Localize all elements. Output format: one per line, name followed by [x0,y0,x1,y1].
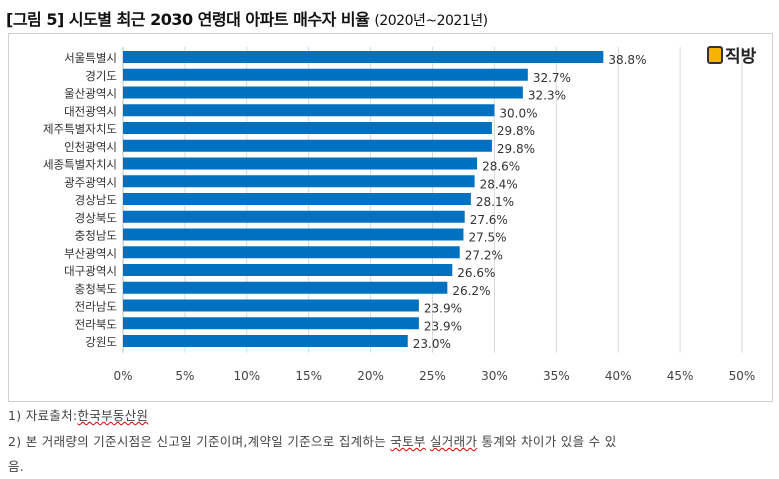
x-tick-label: 5% [175,369,194,383]
data-label: 28.1% [476,195,514,209]
note-1: 1) 자료출처:한국부동산원 [8,405,148,424]
data-label: 26.2% [452,284,490,298]
note-2-b: 국토부 [390,434,426,449]
bar [123,122,492,134]
note-2: 2) 본 거래량의 기준시점은 신고일 기준이며,계약일 기준으로 집계하는 국… [8,431,617,450]
x-tick-label: 40% [605,369,632,383]
category-label: 경상남도 [75,193,117,207]
x-tick-label: 45% [667,369,694,383]
title-main: [그림 5] 시도별 최근 2030 연령대 아파트 매수자 비율 [6,10,370,29]
bar [123,264,453,276]
x-tick-label: 20% [357,369,384,383]
bar [123,86,523,99]
data-label: 29.8% [497,142,535,156]
category-label: 충청북도 [75,282,117,296]
category-label: 광주광역시 [64,175,117,189]
bar [123,139,492,152]
x-tick-label: 15% [295,369,322,383]
data-label: 32.7% [533,71,571,85]
bar [123,193,471,205]
data-label: 23.0% [413,337,451,351]
bar [123,104,495,117]
zigbang-logo: 직방 [707,42,756,67]
category-label: 경기도 [85,69,117,83]
note-2-d: 실거래가 [429,434,478,449]
data-label: 30.0% [499,106,537,120]
bar [123,246,460,259]
title-period: (2020년~2021년) [374,13,488,29]
data-label: 23.9% [424,302,462,316]
category-label: 부산광역시 [64,246,117,260]
x-tick-label: 30% [481,369,508,383]
category-label: 대구광역시 [64,264,117,278]
data-label: 27.5% [468,231,506,245]
bar [123,175,475,188]
data-label: 28.4% [480,177,518,191]
data-label: 26.6% [457,266,495,280]
logo-text: 직방 [725,47,757,67]
bar [123,299,419,312]
note-3: 음. [8,459,25,474]
data-label: 38.8% [608,53,646,67]
x-tick-label: 0% [113,369,132,383]
x-tick-label: 50% [729,369,756,383]
data-label: 27.6% [470,213,508,227]
x-tick-label: 25% [419,369,446,383]
category-label: 인천광역시 [64,140,117,154]
bar [123,335,408,347]
note-2-e: 통계와 차이가 있을 수 있 [477,434,617,449]
chart-area [8,33,773,402]
category-label: 대전광역시 [64,104,117,118]
category-label: 서울특별시 [64,51,117,65]
category-label: 충청남도 [75,229,117,243]
chart-title: [그림 5] 시도별 최근 2030 연령대 아파트 매수자 비율 (2020년… [6,6,488,30]
category-label: 전라남도 [75,300,117,314]
category-label: 강원도 [85,335,117,349]
category-label: 세종특별자치시 [43,158,117,172]
bar [123,157,478,170]
note-2-a: 2) 본 거래량의 기준시점은 신고일 기준이며,계약일 기준으로 집계하는 [8,434,391,449]
x-tick-label: 10% [233,369,260,383]
bar [123,317,419,330]
bar [123,228,464,241]
x-tick-label: 35% [543,369,570,383]
data-label: 32.3% [528,89,566,103]
bar [123,68,528,81]
category-label: 제주특별자치도 [43,122,117,136]
data-label: 29.8% [497,124,535,138]
category-label: 전라북도 [75,317,117,331]
bar [123,210,465,223]
note-1-source: 한국부동산원 [77,408,149,423]
note-1-prefix: 1) 자료출처: [8,408,78,423]
category-label: 울산광역시 [64,87,117,101]
data-label: 28.6% [482,160,520,174]
category-label: 경상북도 [75,211,117,225]
data-label: 23.9% [424,319,462,333]
bar [123,281,448,294]
house-icon [707,45,723,64]
data-label: 27.2% [465,248,503,262]
bar [123,51,604,63]
